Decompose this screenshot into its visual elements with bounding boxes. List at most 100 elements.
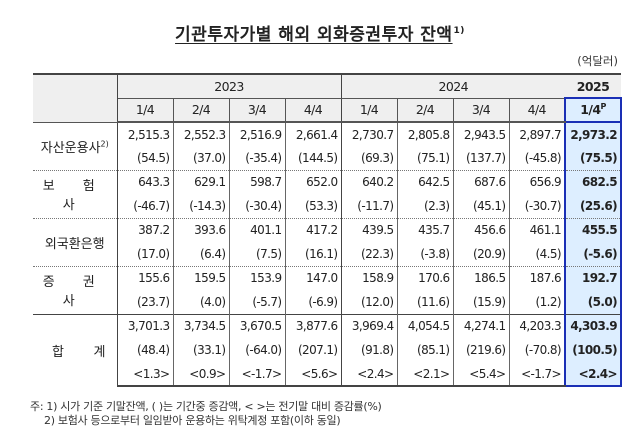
balance-cell: 598.7 bbox=[229, 169, 286, 194]
total-change-cell: (48.4) bbox=[117, 338, 174, 362]
total-rate-cell: <-1.7> bbox=[509, 362, 566, 387]
balance-cell: 640.2 bbox=[341, 169, 398, 194]
balance-cell: 401.1 bbox=[229, 217, 286, 242]
row-label: 자산운용사2) bbox=[33, 122, 118, 170]
balance-cell: 155.6 bbox=[117, 265, 174, 290]
latest-change-cell: (75.5) bbox=[564, 146, 622, 170]
table-row: (48.4) (33.1) (-64.0) (207.1) (91.8) (85… bbox=[33, 338, 622, 362]
balance-cell: 158.9 bbox=[341, 265, 398, 290]
total-balance-cell: 3,734.5 bbox=[173, 313, 230, 338]
latest-change-cell: (25.6) bbox=[564, 194, 622, 218]
total-change-cell: (91.8) bbox=[341, 338, 398, 362]
total-change-cell: (207.1) bbox=[285, 338, 342, 362]
change-cell: (17.0) bbox=[117, 242, 174, 266]
balance-cell: 2,515.3 bbox=[117, 122, 174, 146]
change-cell: (-35.4) bbox=[229, 146, 286, 170]
row-label: 외국환은행 bbox=[33, 217, 118, 266]
total-rate-cell: <2.1> bbox=[397, 362, 454, 387]
total-balance-cell: 4,274.1 bbox=[453, 313, 510, 338]
unit-label: (억달러) bbox=[577, 54, 618, 68]
latest-total-rate-cell: <2.4> bbox=[564, 362, 622, 387]
change-cell: (2.3) bbox=[397, 194, 454, 218]
change-cell: (-30.7) bbox=[509, 194, 566, 218]
latest-balance-cell: 455.5 bbox=[564, 217, 622, 242]
total-rate-cell: <5.4> bbox=[453, 362, 510, 387]
row-group-insurers: 보 험 사 643.3 629.1 598.7 652.0 640.2 642.… bbox=[33, 169, 622, 218]
balance-cell: 629.1 bbox=[173, 169, 230, 194]
total-change-cell: (85.1) bbox=[397, 338, 454, 362]
table-row: 보 험 사 643.3 629.1 598.7 652.0 640.2 642.… bbox=[33, 169, 622, 218]
table-row: (-46.7) (-14.3) (-30.4) (53.3) (-11.7) (… bbox=[33, 194, 622, 218]
table-row: 증 권 사 155.6 159.5 153.9 147.0 158.9 170.… bbox=[33, 265, 622, 314]
total-balance-cell: 4,054.5 bbox=[397, 313, 454, 338]
change-cell: (144.5) bbox=[285, 146, 342, 170]
title-footnote-mark: 1) bbox=[453, 26, 465, 37]
balance-cell: 656.9 bbox=[509, 169, 566, 194]
change-cell: (-46.7) bbox=[117, 194, 174, 218]
year-header-row: 2023 2024 2025 bbox=[33, 73, 621, 123]
balance-cell: 456.6 bbox=[453, 217, 510, 242]
balance-cell: 435.7 bbox=[397, 217, 454, 242]
change-cell: (-45.8) bbox=[509, 146, 566, 170]
balance-cell: 2,943.5 bbox=[453, 122, 510, 146]
total-balance-cell: 3,969.4 bbox=[341, 313, 398, 338]
balance-cell: 2,805.8 bbox=[397, 122, 454, 146]
balance-cell: 159.5 bbox=[173, 265, 230, 290]
change-cell: (1.2) bbox=[509, 290, 566, 314]
footnote-1: 주: 1) 시가 기준 기말잔액, ( )는 기간중 증감액, < >는 전기말… bbox=[30, 400, 382, 413]
table-row: <1.3> <0.9> <-1.7> <5.6> <2.4> <2.1> <5.… bbox=[33, 362, 622, 387]
total-change-cell: (-70.8) bbox=[509, 338, 566, 362]
change-cell: (75.1) bbox=[397, 146, 454, 170]
table-title: 기관투자가별 해외 외화증권투자 잔액1) bbox=[0, 20, 640, 45]
balance-cell: 2,552.3 bbox=[173, 122, 230, 146]
balance-cell: 186.5 bbox=[453, 265, 510, 290]
latest-change-cell: (5.0) bbox=[564, 290, 622, 314]
balance-cell: 2,516.9 bbox=[229, 122, 286, 146]
change-cell: (20.9) bbox=[453, 242, 510, 266]
latest-balance-cell: 682.5 bbox=[564, 169, 622, 194]
total-rate-cell: <5.6> bbox=[285, 362, 342, 387]
balance-cell: 687.6 bbox=[453, 169, 510, 194]
change-cell: (6.4) bbox=[173, 242, 230, 266]
latest-quarter-header: 1/4P bbox=[564, 97, 622, 123]
total-change-cell: (219.6) bbox=[453, 338, 510, 362]
balance-cell: 461.1 bbox=[509, 217, 566, 242]
change-cell: (23.7) bbox=[117, 290, 174, 314]
total-balance-cell: 3,670.5 bbox=[229, 313, 286, 338]
change-cell: (-11.7) bbox=[341, 194, 398, 218]
total-change-cell: (33.1) bbox=[173, 338, 230, 362]
change-cell: (16.1) bbox=[285, 242, 342, 266]
balance-table: 2023 2024 2025 1/4 2/4 3/4 4/4 1/4 2/4 3… bbox=[33, 73, 622, 387]
year-2025-header: 2025 bbox=[565, 73, 621, 99]
quarter-header-row: 1/4 2/4 3/4 4/4 1/4 2/4 3/4 4/4 1/4P bbox=[33, 97, 622, 123]
change-cell: (-3.8) bbox=[397, 242, 454, 266]
row-group-securities-firms: 증 권 사 155.6 159.5 153.9 147.0 158.9 170.… bbox=[33, 265, 622, 314]
balance-cell: 170.6 bbox=[397, 265, 454, 290]
change-cell: (137.7) bbox=[453, 146, 510, 170]
total-rate-cell: <0.9> bbox=[173, 362, 230, 387]
change-cell: (12.0) bbox=[341, 290, 398, 314]
quarter-header: 1/4 bbox=[341, 98, 398, 123]
row-label: 증 권 사 bbox=[33, 265, 118, 314]
change-cell: (45.1) bbox=[453, 194, 510, 218]
quarter-header: 3/4 bbox=[229, 98, 286, 123]
change-cell: (11.6) bbox=[397, 290, 454, 314]
change-cell: (37.0) bbox=[173, 146, 230, 170]
footnotes: 주: 1) 시가 기준 기말잔액, ( )는 기간중 증감액, < >는 전기말… bbox=[30, 400, 382, 428]
balance-cell: 643.3 bbox=[117, 169, 174, 194]
change-cell: (69.3) bbox=[341, 146, 398, 170]
total-balance-cell: 4,203.3 bbox=[509, 313, 566, 338]
quarter-header: 1/4 bbox=[117, 98, 174, 123]
balance-cell: 439.5 bbox=[341, 217, 398, 242]
balance-cell: 153.9 bbox=[229, 265, 286, 290]
balance-cell: 642.5 bbox=[397, 169, 454, 194]
total-rate-cell: <1.3> bbox=[117, 362, 174, 387]
total-change-cell: (-64.0) bbox=[229, 338, 286, 362]
quarter-header: 4/4 bbox=[509, 98, 565, 123]
year-2024-header: 2024 bbox=[341, 73, 565, 99]
year-2023-header: 2023 bbox=[117, 73, 342, 99]
balance-cell: 652.0 bbox=[285, 169, 342, 194]
change-cell: (4.0) bbox=[173, 290, 230, 314]
footnote-2: 2) 보험사 등으로부터 일임받아 운용하는 위탁계정 포함(이하 동일) bbox=[44, 414, 341, 427]
change-cell: (53.3) bbox=[285, 194, 342, 218]
